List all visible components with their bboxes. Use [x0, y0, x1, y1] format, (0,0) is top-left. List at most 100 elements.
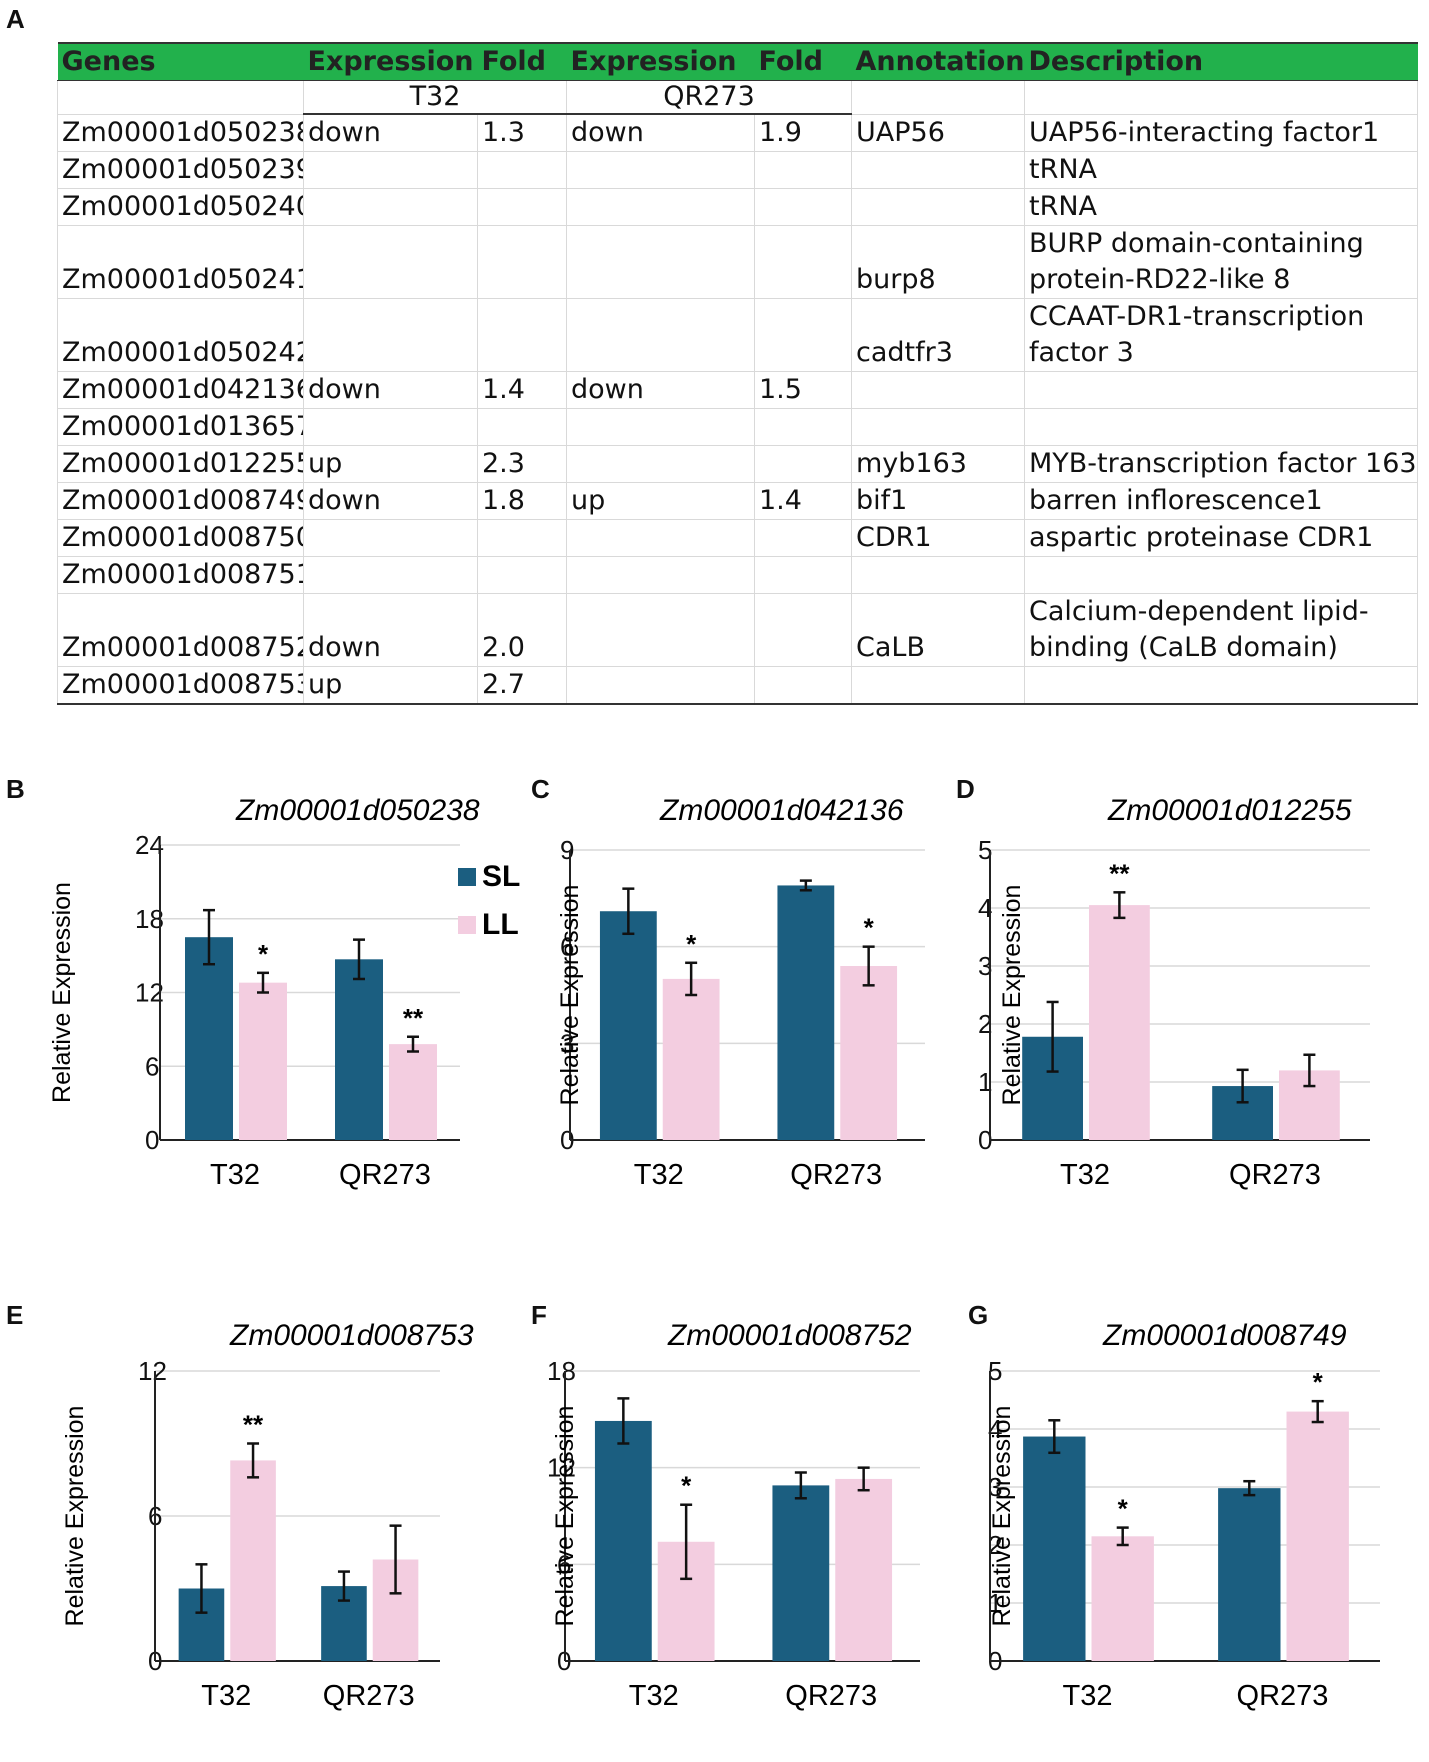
cell-fold-t32: 1.3 [477, 113, 567, 152]
cell-expression-qr273: up [566, 482, 755, 520]
bar-sl-qr273 [772, 1485, 830, 1661]
bar-sl-qr273 [777, 885, 835, 1140]
bar-ll-qr273 [1286, 1411, 1349, 1661]
header-fold-t32: Fold [477, 42, 567, 81]
header-fold-qr273: Fold [754, 42, 852, 81]
significance-label: ** [243, 1410, 264, 1440]
cell-expression-t32: down [303, 113, 478, 152]
cell-expression-t32 [303, 408, 478, 446]
y-axis-label: Relative Expression [556, 885, 584, 1106]
x-tick-label: QR273 [785, 1680, 877, 1712]
panel-letter-d: D [956, 774, 975, 804]
cell-fold-t32 [477, 519, 567, 557]
table-row: Zm00001d050242 cadtfr3 CCAAT-DR1-transcrip… [57, 298, 1418, 372]
significance-label: * [1313, 1367, 1324, 1397]
panel-letter-f: F [531, 1300, 547, 1330]
cell-gene: Zm00001d050240 [57, 188, 304, 226]
chart-title: Zm00001d008752 [667, 1319, 912, 1352]
y-axis-label: Relative Expression [61, 1406, 89, 1627]
cell-gene: Zm00001d013657 [57, 408, 304, 446]
y-tick-label: 2 [988, 1530, 1002, 1560]
cell-gene: Zm00001d050238 [57, 113, 304, 152]
x-tick-label: QR273 [339, 1159, 431, 1191]
cell-fold-qr273 [754, 408, 852, 446]
cell-fold-t32 [477, 408, 567, 446]
cell-description [1024, 408, 1418, 446]
cell-description [1024, 666, 1418, 705]
cell-fold-t32 [477, 225, 567, 299]
x-tick-label: T32 [634, 1159, 684, 1191]
y-tick-label: 6 [145, 1051, 159, 1081]
x-tick-label: T32 [1063, 1680, 1113, 1712]
bar-sl-t32 [185, 937, 233, 1140]
cell-gene: Zm00001d008753 [57, 666, 304, 705]
y-tick-label: 5 [988, 1356, 1002, 1386]
cell-expression-qr273 [566, 556, 755, 594]
cell-description: tRNA [1024, 151, 1418, 189]
panel-letter-g: G [968, 1300, 989, 1330]
cell-gene: Zm00001d008751 [57, 556, 304, 594]
cell-fold-qr273 [754, 298, 852, 372]
y-tick-label: 4 [978, 893, 992, 923]
cell-gene: Zm00001d008749 [57, 482, 304, 520]
cell-expression-qr273 [566, 188, 755, 226]
cell-fold-qr273 [754, 188, 852, 226]
x-tick-label: T32 [1060, 1159, 1110, 1191]
significance-label: * [686, 929, 697, 959]
cell-description: Calcium-dependent lipid-binding (CaLB do… [1024, 593, 1418, 667]
cell-fold-t32 [477, 556, 567, 594]
header-genes: Genes [57, 42, 304, 81]
panel-letter-e: E [6, 1300, 24, 1330]
chart-title: Zm00001d042136 [659, 794, 904, 827]
cell-expression-qr273 [566, 225, 755, 299]
x-tick-label: T32 [629, 1680, 679, 1712]
panel-letter-a: A [6, 4, 25, 34]
cell-fold-qr273 [754, 225, 852, 299]
table-row: Zm00001d050239 tRNA [57, 151, 1418, 189]
y-axis-label: Relative Expression [551, 1406, 579, 1627]
cell-fold-qr273 [754, 445, 852, 483]
cell-expression-qr273 [566, 593, 755, 667]
y-tick-label: 18 [547, 1356, 576, 1386]
table-row: Zm00001d050240 tRNA [57, 188, 1418, 226]
cell-description [1024, 556, 1418, 594]
y-tick-label: 9 [560, 835, 574, 865]
cell-fold-t32 [477, 188, 567, 226]
y-tick-label: 12 [138, 1356, 167, 1386]
table-header-row: Genes Expression Fold Expression Fold An… [57, 42, 1418, 81]
subheader-blank [1024, 80, 1418, 115]
chart-title: Zm00001d008753 [229, 1319, 474, 1352]
subheader-blank [851, 80, 1025, 115]
bar-ll-qr273 [840, 966, 898, 1140]
cell-fold-t32: 2.3 [477, 445, 567, 483]
bar-sl-t32 [599, 911, 657, 1140]
cell-fold-qr273: 1.4 [754, 482, 852, 520]
table-row: Zm00001d012255 up 2.3 myb163 MYB-transcripti… [57, 445, 1418, 483]
table-subheader-row: T32 QR273 [57, 80, 1418, 115]
y-tick-label: 3 [978, 951, 992, 981]
y-axis-label: Relative Expression [988, 1406, 1016, 1627]
x-tick-label: T32 [210, 1159, 260, 1191]
y-tick-label: 0 [145, 1125, 159, 1155]
cell-expression-qr273: down [566, 371, 755, 409]
legend-swatch-sl [458, 868, 476, 886]
cell-fold-qr273: 1.9 [754, 113, 852, 152]
bar-ll-t32 [662, 978, 720, 1140]
bar-ll-t32 [1089, 905, 1150, 1140]
significance-label: * [864, 913, 875, 943]
cell-annotation: bif1 [851, 482, 1025, 520]
subheader-t32: T32 [303, 80, 567, 115]
bar-sl-t32 [594, 1420, 652, 1661]
significance-label: ** [1109, 858, 1130, 888]
cell-expression-t32 [303, 225, 478, 299]
cell-description: CCAAT-DR1-transcription factor 3 [1024, 298, 1418, 372]
cell-fold-qr273 [754, 556, 852, 594]
cell-expression-qr273 [566, 666, 755, 705]
table-row: Zm00001d050241 burp8 BURP domain-containin… [57, 225, 1418, 299]
cell-annotation [851, 408, 1025, 446]
header-description: Description [1024, 42, 1418, 81]
table-row: Zm00001d050238 down 1.3 down 1.9 UAP56 UAP56-i… [57, 113, 1418, 152]
cell-fold-t32 [477, 151, 567, 189]
cell-fold-qr273 [754, 151, 852, 189]
x-tick-label: QR273 [790, 1159, 882, 1191]
